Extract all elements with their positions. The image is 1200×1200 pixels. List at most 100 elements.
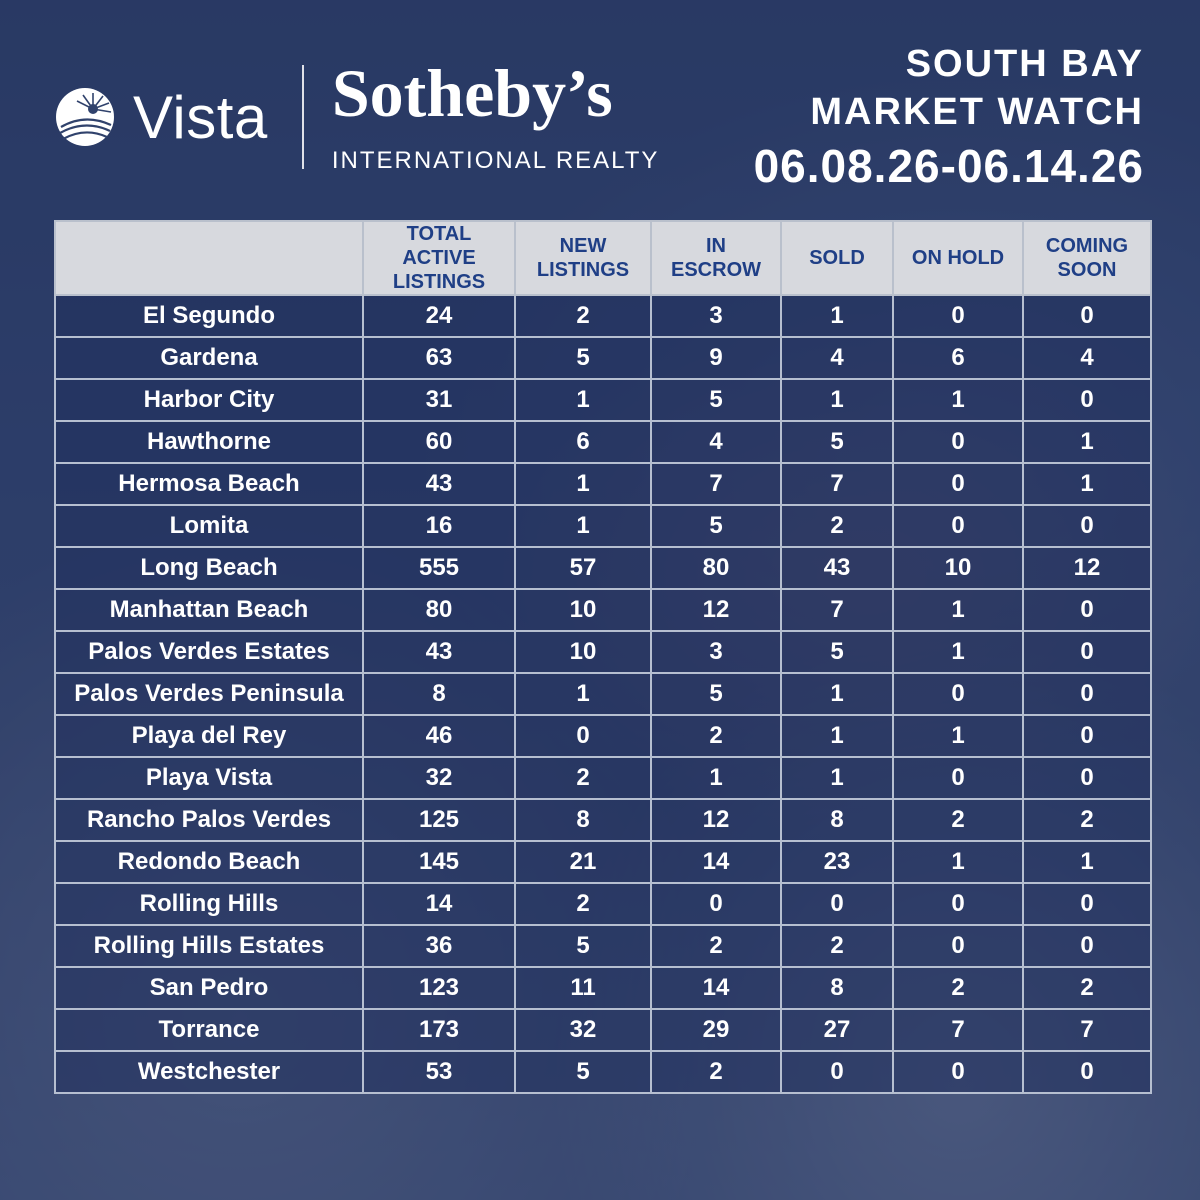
table-row: Redondo Beach 145 21 14 23 1 1: [54, 840, 1152, 884]
cell-total-active-listings: 63: [362, 336, 516, 380]
brand-divider: [301, 65, 304, 169]
cell-coming-soon: 4: [1022, 336, 1152, 380]
cell-coming-soon: 2: [1022, 966, 1152, 1010]
cell-city: Long Beach: [54, 546, 364, 590]
cell-city: Gardena: [54, 336, 364, 380]
cell-city: Hermosa Beach: [54, 462, 364, 506]
cell-total-active-listings: 80: [362, 588, 516, 632]
cell-total-active-listings: 555: [362, 546, 516, 590]
table-row: Playa Vista 32 2 1 1 0 0: [54, 756, 1152, 800]
cell-total-active-listings: 60: [362, 420, 516, 464]
cell-on-hold: 2: [892, 966, 1024, 1010]
table-row: Rolling Hills Estates 36 5 2 2 0 0: [54, 924, 1152, 968]
cell-on-hold: 0: [892, 756, 1024, 800]
cell-new-listings: 1: [514, 672, 652, 716]
column-header-new-listings: NEW LISTINGS: [514, 220, 652, 296]
cell-new-listings: 1: [514, 378, 652, 422]
table-row: Hawthorne 60 6 4 5 0 1: [54, 420, 1152, 464]
cell-in-escrow: 12: [650, 798, 782, 842]
cell-on-hold: 2: [892, 798, 1024, 842]
report-title: SOUTH BAY MARKET WATCH 06.08.26-06.14.26: [754, 40, 1144, 194]
cell-total-active-listings: 31: [362, 378, 516, 422]
cell-sold: 27: [780, 1008, 894, 1052]
table-body: El Segundo 24 2 3 1 0 0 Gardena 63 5 9 4 6 4 Harbor Ci…: [54, 294, 1152, 1094]
cell-city: Lomita: [54, 504, 364, 548]
cell-city: El Segundo: [54, 294, 364, 338]
sothebys-wordmark: Sotheby’s: [331, 55, 613, 131]
cell-new-listings: 5: [514, 336, 652, 380]
cell-sold: 5: [780, 420, 894, 464]
cell-on-hold: 10: [892, 546, 1024, 590]
cell-in-escrow: 2: [650, 714, 782, 758]
title-region: SOUTH BAY: [905, 43, 1144, 85]
cell-total-active-listings: 32: [362, 756, 516, 800]
cell-sold: 1: [780, 756, 894, 800]
cell-sold: 1: [780, 714, 894, 758]
cell-on-hold: 1: [892, 630, 1024, 674]
cell-city: Westchester: [54, 1050, 364, 1094]
cell-city: Harbor City: [54, 378, 364, 422]
cell-total-active-listings: 8: [362, 672, 516, 716]
cell-city: Rancho Palos Verdes: [54, 798, 364, 842]
cell-coming-soon: 12: [1022, 546, 1152, 590]
table-row: Manhattan Beach 80 10 12 7 1 0: [54, 588, 1152, 632]
cell-in-escrow: 80: [650, 546, 782, 590]
cell-new-listings: 2: [514, 756, 652, 800]
table-row: El Segundo 24 2 3 1 0 0: [54, 294, 1152, 338]
cell-coming-soon: 0: [1022, 294, 1152, 338]
column-header-in-escrow: IN ESCROW: [650, 220, 782, 296]
cell-city: Torrance: [54, 1008, 364, 1052]
cell-in-escrow: 5: [650, 504, 782, 548]
vista-logo: Vista: [55, 83, 268, 152]
table-row: Long Beach 555 57 80 43 10 12: [54, 546, 1152, 590]
cell-sold: 7: [780, 588, 894, 632]
cell-sold: 1: [780, 294, 894, 338]
cell-city: Rolling Hills: [54, 882, 364, 926]
cell-in-escrow: 14: [650, 840, 782, 884]
cell-on-hold: 1: [892, 588, 1024, 632]
sothebys-logo: Sotheby’s INTERNATIONAL REALTY: [332, 59, 660, 175]
cell-in-escrow: 3: [650, 294, 782, 338]
title-report-name: MARKET WATCH: [810, 91, 1144, 133]
cell-in-escrow: 12: [650, 588, 782, 632]
cell-sold: 43: [780, 546, 894, 590]
table-row: Rancho Palos Verdes 125 8 12 8 2 2: [54, 798, 1152, 842]
cell-new-listings: 1: [514, 504, 652, 548]
cell-in-escrow: 14: [650, 966, 782, 1010]
cell-coming-soon: 0: [1022, 756, 1152, 800]
vista-sun-icon: [56, 88, 114, 146]
column-header-total-active-listings: TOTAL ACTIVE LISTINGS: [362, 220, 516, 296]
cell-coming-soon: 0: [1022, 378, 1152, 422]
cell-in-escrow: 5: [650, 672, 782, 716]
cell-new-listings: 1: [514, 462, 652, 506]
cell-total-active-listings: 14: [362, 882, 516, 926]
cell-city: Rolling Hills Estates: [54, 924, 364, 968]
table-row: Lomita 16 1 5 2 0 0: [54, 504, 1152, 548]
column-header-city: [54, 220, 364, 296]
cell-new-listings: 5: [514, 1050, 652, 1094]
cell-sold: 23: [780, 840, 894, 884]
cell-on-hold: 1: [892, 714, 1024, 758]
cell-in-escrow: 5: [650, 378, 782, 422]
table-row: San Pedro 123 11 14 8 2 2: [54, 966, 1152, 1010]
cell-in-escrow: 3: [650, 630, 782, 674]
cell-new-listings: 2: [514, 882, 652, 926]
column-header-coming-soon: COMING SOON: [1022, 220, 1152, 296]
cell-total-active-listings: 36: [362, 924, 516, 968]
cell-on-hold: 0: [892, 924, 1024, 968]
cell-sold: 2: [780, 924, 894, 968]
table-row: Palos Verdes Peninsula 8 1 5 1 0 0: [54, 672, 1152, 716]
cell-city: Manhattan Beach: [54, 588, 364, 632]
cell-city: Hawthorne: [54, 420, 364, 464]
cell-in-escrow: 0: [650, 882, 782, 926]
vista-wordmark: Vista: [133, 83, 268, 151]
cell-coming-soon: 0: [1022, 714, 1152, 758]
cell-sold: 8: [780, 798, 894, 842]
cell-sold: 0: [780, 882, 894, 926]
cell-city: San Pedro: [54, 966, 364, 1010]
cell-new-listings: 8: [514, 798, 652, 842]
cell-city: Playa Vista: [54, 756, 364, 800]
cell-new-listings: 5: [514, 924, 652, 968]
cell-on-hold: 0: [892, 504, 1024, 548]
cell-new-listings: 2: [514, 294, 652, 338]
